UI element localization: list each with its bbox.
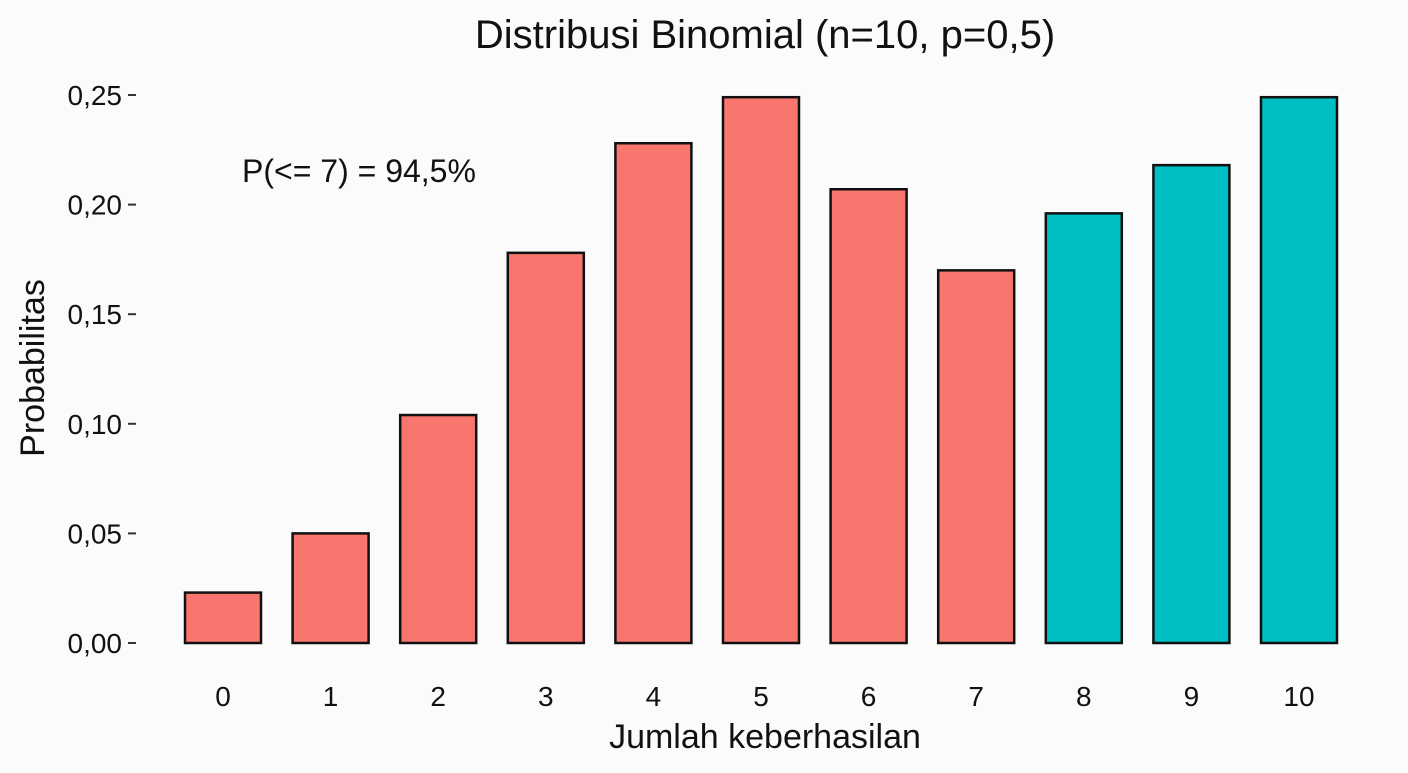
x-tick-label: 5	[753, 681, 769, 712]
x-tick-label: 10	[1283, 681, 1314, 712]
y-tick-label: 0,05	[68, 518, 123, 549]
bar-5	[721, 95, 801, 645]
bar-8	[1044, 212, 1124, 645]
x-tick-label: 2	[430, 681, 446, 712]
bar-2	[398, 413, 478, 645]
x-tick-label: 9	[1184, 681, 1200, 712]
x-tick-label: 6	[861, 681, 877, 712]
x-tick-label: 1	[323, 681, 339, 712]
y-tick-label: 0,25	[68, 80, 123, 111]
annotation: P(<= 7) = 94,5%	[242, 153, 476, 189]
x-tick-label: 3	[538, 681, 554, 712]
bar-10	[1259, 95, 1339, 645]
bar-6	[829, 188, 908, 645]
bar-3	[506, 251, 586, 645]
y-tick-label: 0,20	[68, 190, 123, 221]
y-tick-label: 0,00	[68, 628, 123, 659]
bars	[183, 95, 1339, 645]
x-axis-label: Jumlah keberhasilan	[609, 718, 921, 756]
x-axis: 0 1 2 3 4 5 6 7 8 9 10	[215, 681, 1314, 712]
bar-7	[936, 269, 1016, 645]
bar-0	[183, 591, 263, 645]
bar-4	[614, 141, 693, 645]
x-tick-label: 7	[968, 681, 984, 712]
y-axis: 0,00 0,05 0,10 0,15 0,20 0,25	[68, 80, 136, 659]
y-tick-label: 0,10	[68, 409, 123, 440]
bar-9	[1152, 163, 1231, 645]
x-tick-label: 4	[646, 681, 662, 712]
x-tick-label: 0	[215, 681, 231, 712]
y-axis-label: Probabilitas	[14, 279, 52, 457]
chart-title: Distribusi Binomial (n=10, p=0,5)	[475, 13, 1055, 57]
bar-1	[291, 532, 370, 645]
y-tick-label: 0,15	[68, 299, 123, 330]
x-tick-label: 8	[1076, 681, 1092, 712]
